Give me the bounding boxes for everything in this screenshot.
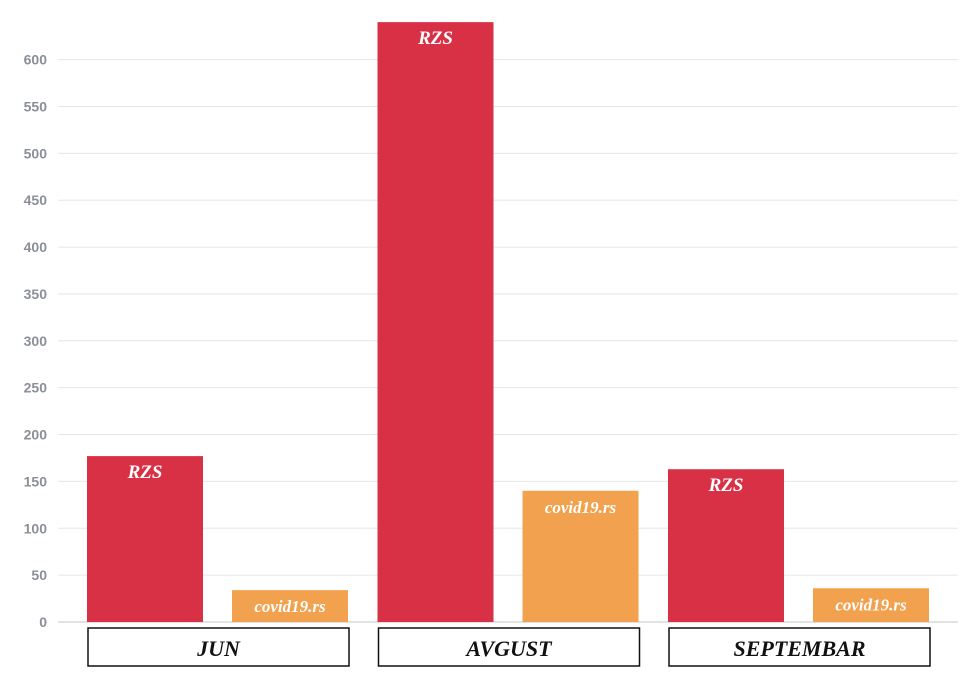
bar-data-label: covid19.rs	[835, 595, 907, 614]
y-tick-label: 600	[24, 52, 48, 68]
x-tick-label: AVGUST	[464, 636, 553, 661]
bar	[87, 456, 203, 622]
grid-lines	[58, 59, 958, 623]
bar	[522, 490, 639, 622]
y-tick-label: 400	[24, 239, 48, 255]
x-tick-label: SEPTEMBAR	[733, 636, 865, 661]
bar-data-label: RZS	[417, 28, 453, 49]
y-tick-label: 200	[24, 427, 48, 443]
y-tick-label: 550	[24, 98, 48, 114]
y-tick-label: 450	[24, 192, 48, 208]
bar	[377, 22, 494, 623]
y-tick-label: 150	[24, 473, 48, 489]
bar-data-label: RZS	[708, 475, 744, 496]
y-tick-label: 0	[39, 614, 47, 630]
bar-data-label: covid19.rs	[545, 498, 617, 517]
category-box	[87, 627, 350, 667]
y-axis-ticks: 0 50 100 150 200 250 300 350 400 450 500 550 600	[24, 52, 48, 630]
bar	[813, 588, 929, 622]
bar-data-label: covid19.rs	[254, 597, 326, 616]
y-tick-label: 250	[24, 380, 48, 396]
category-box	[377, 627, 641, 667]
bar-data-label: RZS	[127, 462, 163, 483]
category-box	[668, 627, 931, 667]
y-tick-label: 50	[31, 567, 47, 583]
y-tick-label: 350	[24, 286, 48, 302]
bar	[668, 469, 784, 622]
bar	[232, 590, 348, 622]
y-tick-label: 100	[24, 520, 48, 536]
category-labels: JUN AVGUST SEPTEMBAR	[87, 627, 931, 667]
x-tick-label: JUN	[196, 636, 241, 661]
y-tick-label: 300	[24, 333, 48, 349]
y-tick-label: 500	[24, 145, 48, 161]
bars: RZS covid19.rs RZS covid19.rs RZS covid19.rs	[87, 22, 929, 623]
